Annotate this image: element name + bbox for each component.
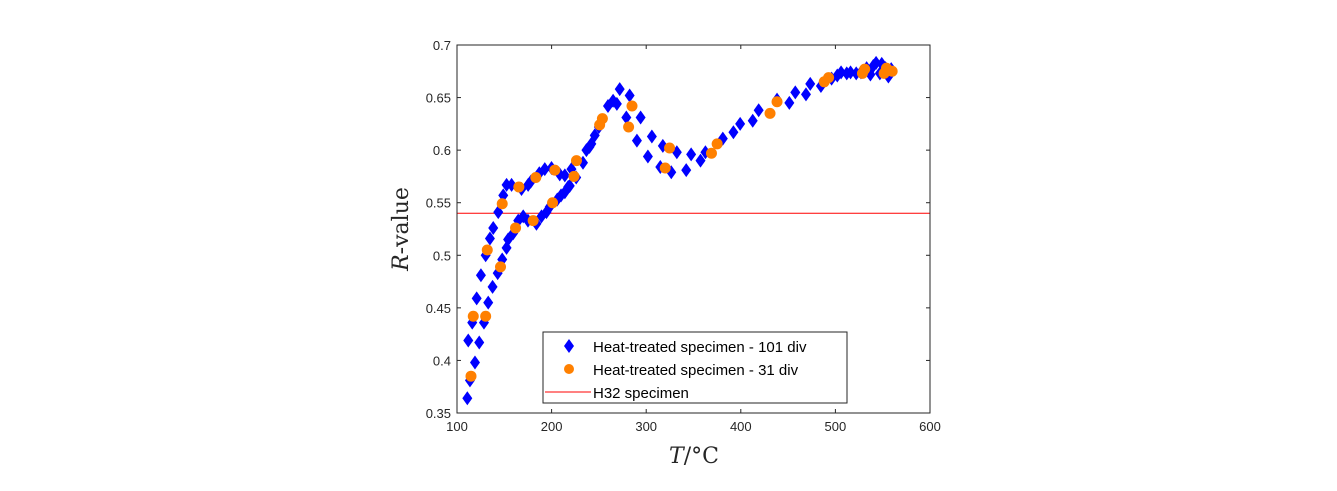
data-point-31-div bbox=[527, 215, 539, 227]
x-ticks: 100 200 300 400 500 600 bbox=[446, 45, 941, 434]
data-point-101-div bbox=[539, 162, 550, 177]
y-tick-label: 0.35 bbox=[426, 406, 451, 421]
data-point-101-div bbox=[501, 177, 512, 192]
data-point-101-div bbox=[784, 95, 795, 110]
data-point-101-div bbox=[471, 291, 482, 306]
data-point-31-div bbox=[467, 310, 479, 322]
legend: Heat-treated specimen - 101 div Heat-tre… bbox=[542, 331, 848, 404]
data-point-101-div bbox=[614, 82, 625, 97]
data-point-31-div bbox=[711, 138, 723, 150]
data-point-101-div bbox=[747, 113, 758, 128]
data-point-31-div bbox=[764, 107, 776, 119]
data-point-31-div bbox=[659, 162, 671, 174]
y-tick-label: 0.45 bbox=[426, 301, 451, 316]
data-point-101-div bbox=[469, 355, 480, 370]
y-tick-label: 0.4 bbox=[433, 353, 451, 368]
data-point-101-div bbox=[800, 87, 811, 102]
data-point-31-div bbox=[495, 261, 507, 273]
x-tick-label: 200 bbox=[541, 419, 563, 434]
data-point-101-div bbox=[642, 149, 653, 164]
data-point-101-div bbox=[681, 163, 692, 178]
data-point-101-div bbox=[506, 177, 517, 192]
x-axis-label: T/°C bbox=[669, 444, 719, 469]
data-point-31-div bbox=[664, 142, 676, 154]
data-point-31-div bbox=[886, 65, 898, 77]
series-layer bbox=[462, 55, 898, 406]
data-point-101-div bbox=[475, 268, 486, 283]
data-point-31-div bbox=[481, 244, 493, 256]
legend-label-h32: H32 specimen bbox=[593, 385, 689, 402]
y-axis-label: R-value bbox=[389, 187, 414, 272]
data-point-101-div bbox=[753, 103, 764, 118]
data-point-31-div bbox=[570, 155, 582, 167]
data-point-101-div bbox=[462, 391, 473, 406]
data-point-101-div bbox=[805, 76, 816, 91]
data-point-101-div bbox=[483, 295, 494, 310]
data-point-101-div bbox=[686, 147, 697, 162]
legend-label-101-div: Heat-treated specimen - 101 div bbox=[593, 339, 807, 356]
data-point-101-div bbox=[621, 110, 632, 125]
data-point-31-div bbox=[513, 181, 525, 193]
legend-box bbox=[542, 331, 848, 404]
data-point-101-div bbox=[563, 179, 574, 194]
legend-marker-diamond bbox=[564, 339, 574, 353]
data-point-31-div bbox=[496, 198, 508, 210]
y-tick-label: 0.5 bbox=[433, 248, 451, 263]
x-tick-label: 400 bbox=[730, 419, 752, 434]
data-point-31-div bbox=[549, 164, 561, 176]
data-point-101-div bbox=[611, 96, 622, 111]
data-point-101-div bbox=[624, 88, 635, 103]
data-point-31-div bbox=[596, 113, 608, 125]
x-axis-label-unit: /°C bbox=[684, 444, 719, 469]
axes-box bbox=[456, 44, 931, 414]
data-point-31-div bbox=[859, 63, 871, 75]
data-point-31-div bbox=[705, 147, 717, 159]
x-tick-label: 100 bbox=[446, 419, 468, 434]
y-tick-label: 0.55 bbox=[426, 196, 451, 211]
data-point-101-div bbox=[790, 85, 801, 100]
data-point-31-div bbox=[823, 72, 835, 84]
data-point-101-div bbox=[646, 129, 657, 144]
x-tick-label: 500 bbox=[825, 419, 847, 434]
x-tick-label: 300 bbox=[635, 419, 657, 434]
y-tick-label: 0.6 bbox=[433, 143, 451, 158]
data-point-101-div bbox=[487, 279, 498, 294]
data-point-101-div bbox=[735, 116, 746, 131]
data-point-101-div bbox=[631, 133, 642, 148]
data-point-31-div bbox=[530, 171, 542, 183]
data-point-101-div bbox=[589, 128, 600, 143]
data-point-101-div bbox=[635, 110, 646, 125]
data-point-31-div bbox=[771, 96, 783, 108]
data-point-101-div bbox=[559, 168, 570, 183]
x-axis-label-symbol: T bbox=[669, 444, 686, 469]
data-point-31-div bbox=[465, 370, 477, 382]
data-point-101-div bbox=[484, 231, 495, 246]
y-tick-label: 0.7 bbox=[433, 38, 451, 53]
data-point-101-div bbox=[695, 153, 706, 168]
data-point-101-div bbox=[474, 335, 485, 350]
y-axis-label-symbol: R bbox=[389, 254, 414, 272]
data-point-31-div bbox=[623, 121, 635, 133]
y-axis-label-rest: -value bbox=[389, 187, 414, 254]
x-tick-label: 600 bbox=[919, 419, 941, 434]
data-point-31-div bbox=[547, 197, 559, 209]
data-point-101-div bbox=[488, 220, 499, 235]
y-tick-label: 0.65 bbox=[426, 91, 451, 106]
legend-label-31-div: Heat-treated specimen - 31 div bbox=[593, 362, 799, 379]
data-point-31-div bbox=[568, 170, 580, 182]
data-point-31-div bbox=[626, 100, 638, 112]
data-point-31-div bbox=[510, 222, 522, 234]
data-point-101-div bbox=[728, 125, 739, 140]
data-point-101-div bbox=[463, 333, 474, 348]
y-ticks: 0.35 0.4 0.45 0.5 0.55 0.6 0.65 0.7 bbox=[426, 38, 930, 421]
legend-marker-circle bbox=[564, 364, 574, 374]
data-point-31-div bbox=[480, 310, 492, 322]
